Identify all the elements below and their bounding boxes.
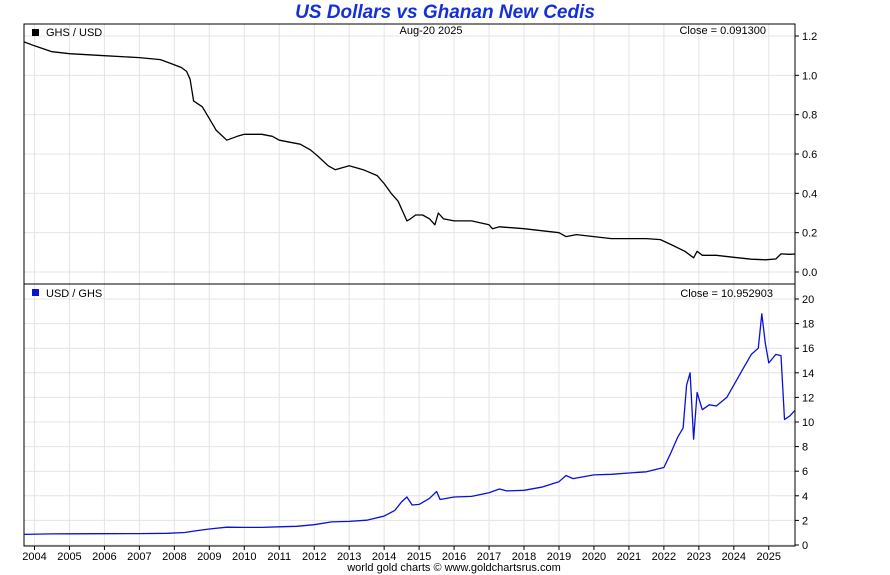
y-tick-label: 6 <box>802 466 808 478</box>
bottom-y-axis: 0 2 4 6 8 10 12 14 16 18 20 <box>795 294 814 552</box>
bottom-panel-frame <box>23 283 796 547</box>
y-tick-label: 0 <box>802 540 808 552</box>
x-tick-label: 2007 <box>127 551 151 563</box>
bottom-series-group <box>23 313 796 536</box>
legend-swatch-bottom <box>32 289 39 296</box>
x-tick-label: 2014 <box>372 551 396 563</box>
top-series-line <box>23 41 796 261</box>
legend-label-top: GHS / USD <box>46 27 102 39</box>
x-tick-label: 2017 <box>477 551 501 563</box>
y-tick-label: 0.2 <box>802 228 817 240</box>
bottom-series-line <box>23 313 796 536</box>
y-tick-label: 20 <box>802 294 814 306</box>
y-tick-label: 10 <box>802 417 814 429</box>
y-tick-label: 14 <box>802 368 814 380</box>
y-tick-label: 0.6 <box>802 149 817 161</box>
x-tick-label: 2011 <box>267 551 291 563</box>
x-tick-label: 2006 <box>92 551 116 563</box>
y-tick-label: 12 <box>802 392 814 404</box>
x-tick-label: 2012 <box>302 551 326 563</box>
y-tick-label: 8 <box>802 442 808 454</box>
chart-footer: world gold charts © www.goldchartsrus.co… <box>347 562 561 574</box>
x-tick-label: 2004 <box>22 551 46 563</box>
x-tick-label: 2009 <box>197 551 221 563</box>
y-tick-label: 18 <box>802 319 814 331</box>
x-tick-label: 2023 <box>687 551 711 563</box>
close-label-top: Close = 0.091300 <box>679 25 766 37</box>
x-tick-label: 2013 <box>337 551 361 563</box>
top-y-axis: 0.0 0.2 0.4 0.6 0.8 1.0 1.2 <box>795 31 817 279</box>
y-tick-label: 2 <box>802 515 808 527</box>
x-tick-label: 2018 <box>512 551 536 563</box>
x-tick-label: 2024 <box>722 551 746 563</box>
x-tick-label: 2019 <box>547 551 571 563</box>
y-tick-label: 0.0 <box>802 267 817 279</box>
legend-swatch-top <box>32 29 39 36</box>
close-label-bottom: Close = 10.952903 <box>680 288 773 300</box>
x-tick-label: 2010 <box>232 551 256 563</box>
top-panel-grid <box>24 24 795 284</box>
chart-date: Aug-20 2025 <box>400 25 463 37</box>
x-tick-label: 2020 <box>582 551 606 563</box>
y-tick-label: 0.4 <box>802 188 817 200</box>
x-tick-label: 2022 <box>652 551 676 563</box>
x-tick-label: 2015 <box>407 551 431 563</box>
top-series-group <box>23 41 796 261</box>
legend-label-bottom: USD / GHS <box>46 288 102 300</box>
x-tick-label: 2021 <box>617 551 641 563</box>
x-tick-label: 2025 <box>757 551 781 563</box>
x-axis: 2004 2005 2006 2007 2008 2009 2010 2011 2012 2013… <box>22 546 781 563</box>
x-tick-label: 2008 <box>162 551 186 563</box>
y-tick-label: 16 <box>802 343 814 355</box>
y-tick-label: 4 <box>802 491 808 503</box>
y-tick-label: 1.0 <box>802 70 817 82</box>
x-tick-label: 2005 <box>57 551 81 563</box>
y-tick-label: 1.2 <box>802 31 817 43</box>
bottom-panel-grid <box>24 284 795 546</box>
chart-title: US Dollars vs Ghanan New Cedis <box>295 2 595 23</box>
x-tick-label: 2016 <box>442 551 466 563</box>
y-tick-label: 0.8 <box>802 110 817 122</box>
